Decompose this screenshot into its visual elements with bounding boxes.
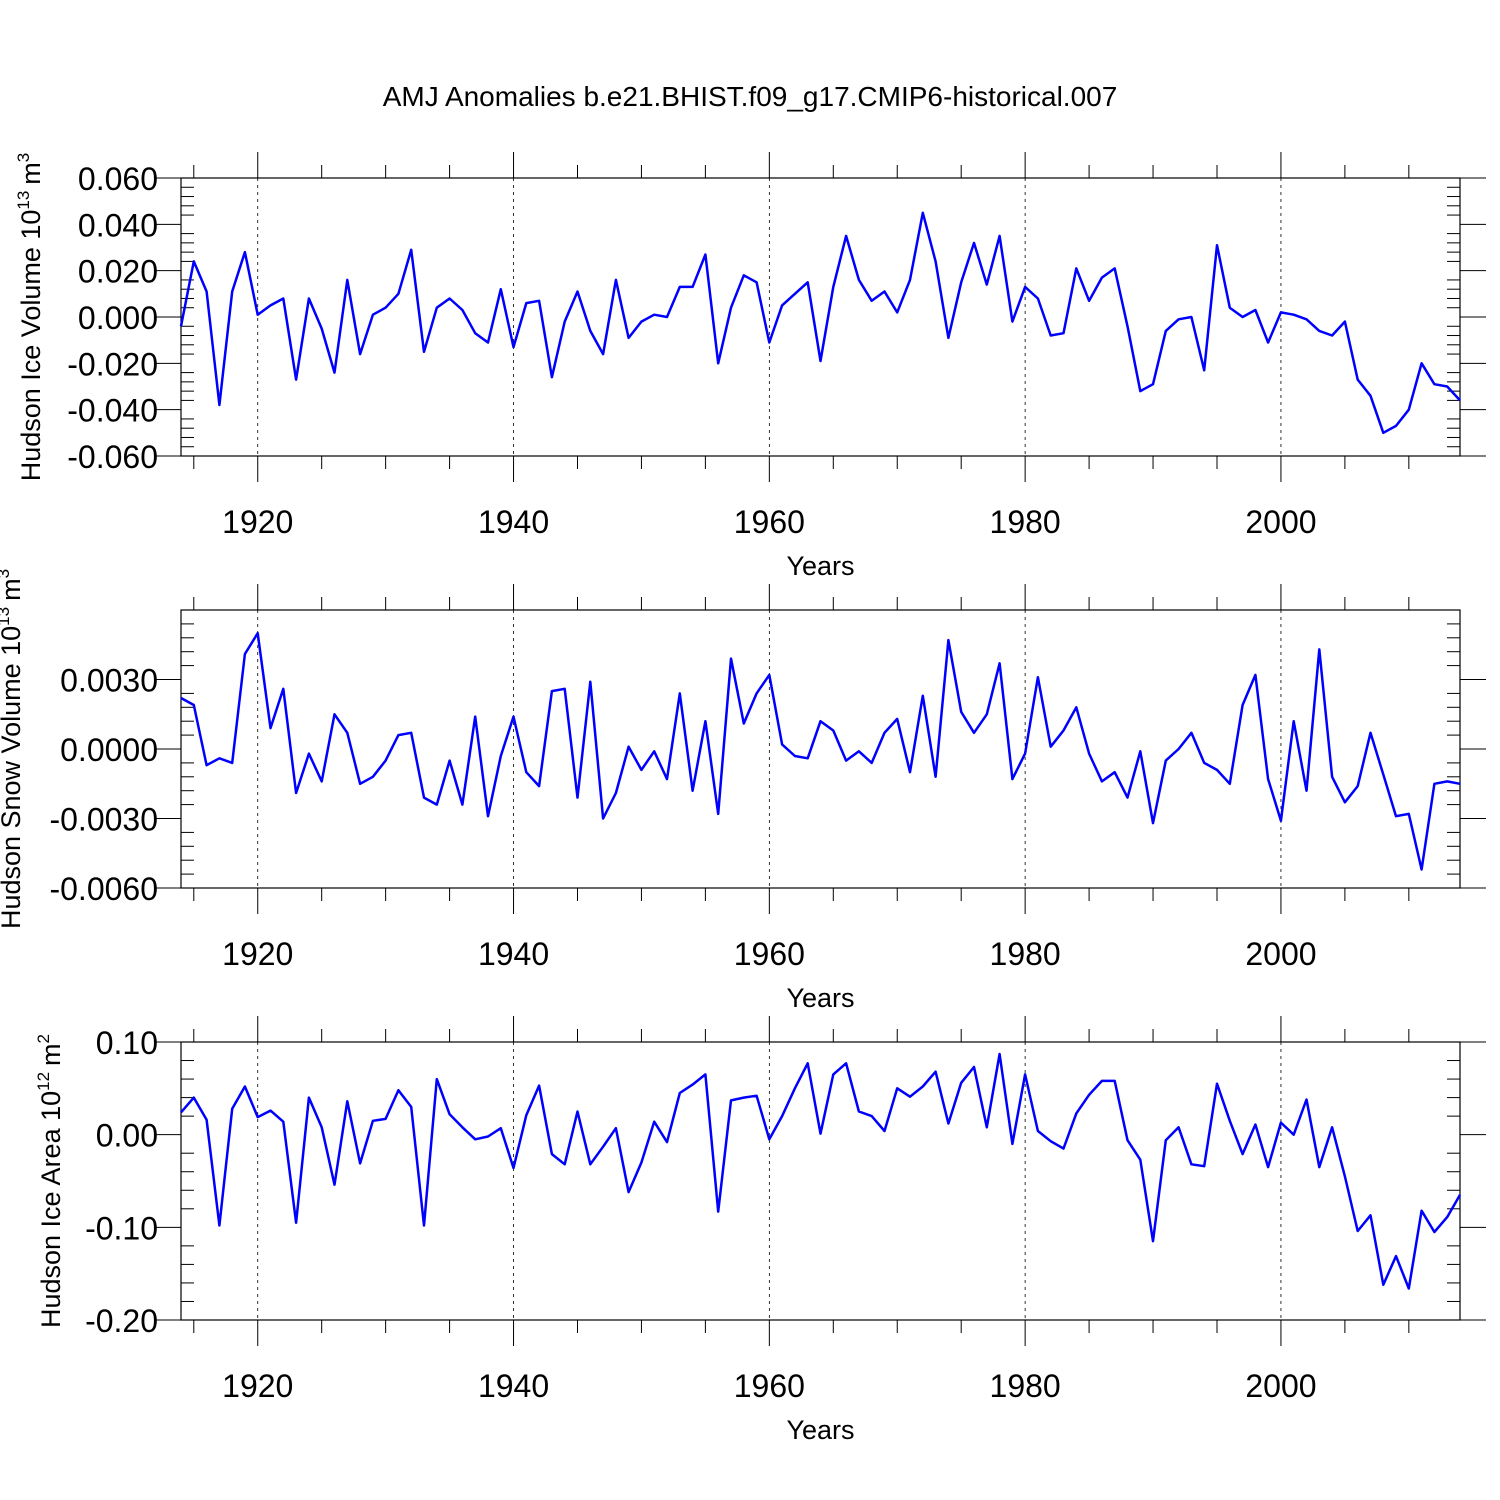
y-tick-label: -0.020	[67, 346, 158, 382]
x-axis-label: Years	[786, 1415, 854, 1445]
y-axis-label-unit-exponent: 3	[14, 153, 33, 162]
y-tick-label: -0.10	[85, 1210, 158, 1246]
y-axis-label: Hudson Snow Volume 1013 m3	[0, 569, 26, 929]
y-tick-label: -0.060	[67, 439, 158, 475]
x-tick-label: 2000	[1245, 1368, 1316, 1404]
y-tick-label: -0.0060	[49, 871, 158, 907]
y-axis-label-unit: m	[0, 578, 26, 601]
x-axis-label: Years	[786, 983, 854, 1013]
x-tick-label: 1980	[990, 1368, 1061, 1404]
y-tick-label: -0.0030	[49, 802, 158, 838]
y-tick-label: 0.040	[78, 207, 158, 243]
y-axis-label-exponent: 13	[0, 607, 13, 626]
y-axis-label-unit: m	[36, 1043, 66, 1066]
chart-title: AMJ Anomalies b.e21.BHIST.f09_g17.CMIP6-…	[383, 81, 1118, 112]
panel-3: -0.20 -0.10 0.00 0.10 1920 1940 1960 1980 2000 Ye…	[34, 1016, 1486, 1445]
x-tick-label: 1920	[222, 1368, 293, 1404]
panel-1: -0.060 -0.040 -0.020 0.000 0.020 0.040 0.060 19…	[14, 152, 1486, 581]
x-axis-label: Years	[786, 551, 854, 581]
x-tick-label: 1940	[478, 936, 549, 972]
y-tick-label: -0.20	[85, 1303, 158, 1339]
y-axis-label-exponent: 12	[34, 1072, 53, 1091]
x-tick-label: 1960	[734, 1368, 805, 1404]
series-line	[179, 211, 1461, 435]
y-axis-label-unit: m	[16, 162, 46, 185]
x-tick-label: 1920	[222, 936, 293, 972]
series-line	[180, 631, 1461, 871]
y-tick-label: 0.00	[96, 1118, 158, 1154]
y-axis-label: Hudson Ice Volume 1013 m3	[14, 153, 46, 482]
plot-frame	[180, 1041, 1461, 1321]
x-tick-label: 1960	[734, 936, 805, 972]
y-tick-label: 0.0000	[60, 732, 158, 768]
x-tick-label: 1980	[990, 504, 1061, 540]
plot-frame	[180, 609, 1461, 889]
x-tick-label: 1940	[478, 1368, 549, 1404]
y-tick-label: 0.000	[78, 300, 158, 336]
y-tick-label: 0.020	[78, 254, 158, 290]
x-tick-label: 2000	[1245, 504, 1316, 540]
panels: -0.060 -0.040 -0.020 0.000 0.020 0.040 0.060 19…	[0, 152, 1486, 1445]
y-tick-label: 0.0030	[60, 663, 158, 699]
y-tick-label: 0.10	[96, 1025, 158, 1061]
y-axis-label-text: Hudson Snow Volume 10	[0, 626, 26, 929]
series-line	[180, 1052, 1462, 1290]
x-tick-label: 1920	[222, 504, 293, 540]
x-tick-label: 1960	[734, 504, 805, 540]
x-tick-label: 1940	[478, 504, 549, 540]
y-axis-label-unit-exponent: 2	[34, 1034, 53, 1043]
y-axis-label-unit-exponent: 3	[0, 569, 13, 578]
y-axis-label-text: Hudson Ice Volume 10	[16, 210, 46, 482]
y-tick-label: -0.040	[67, 393, 158, 429]
y-axis-label: Hudson Ice Area 1012 m2	[34, 1034, 66, 1328]
panel-2: -0.0060 -0.0030 0.0000 0.0030 1920 1940 1960 19…	[0, 569, 1486, 1013]
y-tick-label: 0.060	[78, 161, 158, 197]
x-tick-label: 1980	[990, 936, 1061, 972]
y-axis-label-text: Hudson Ice Area 10	[36, 1091, 66, 1328]
y-axis-label-exponent: 13	[14, 191, 33, 210]
x-tick-label: 2000	[1245, 936, 1316, 972]
